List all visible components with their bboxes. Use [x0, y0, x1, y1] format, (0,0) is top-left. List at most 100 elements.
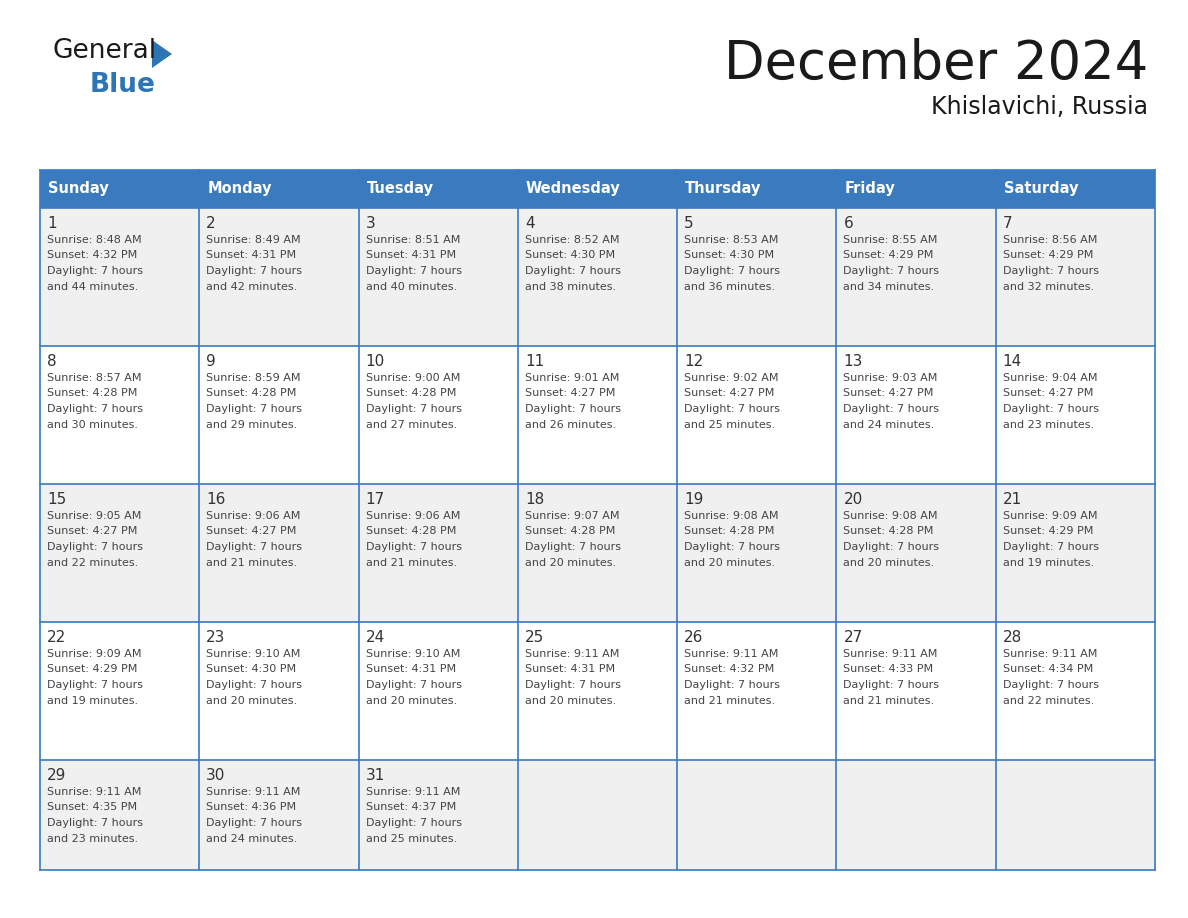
- Text: Blue: Blue: [90, 72, 156, 98]
- Text: Daylight: 7 hours: Daylight: 7 hours: [48, 818, 143, 828]
- Text: and 23 minutes.: and 23 minutes.: [1003, 420, 1094, 430]
- Text: Sunrise: 9:00 AM: Sunrise: 9:00 AM: [366, 373, 460, 383]
- Text: Sunrise: 9:06 AM: Sunrise: 9:06 AM: [366, 511, 460, 521]
- Bar: [996, 484, 1155, 622]
- Text: 15: 15: [48, 492, 67, 507]
- Text: Sunrise: 9:04 AM: Sunrise: 9:04 AM: [1003, 373, 1098, 383]
- Text: Daylight: 7 hours: Daylight: 7 hours: [48, 404, 143, 414]
- Text: Daylight: 7 hours: Daylight: 7 hours: [525, 542, 621, 552]
- Text: Sunset: 4:37 PM: Sunset: 4:37 PM: [366, 802, 456, 812]
- Bar: [518, 346, 677, 484]
- Text: Daylight: 7 hours: Daylight: 7 hours: [684, 542, 781, 552]
- Text: Sunset: 4:32 PM: Sunset: 4:32 PM: [48, 251, 138, 261]
- Text: Daylight: 7 hours: Daylight: 7 hours: [207, 680, 302, 690]
- Text: 10: 10: [366, 354, 385, 369]
- Text: and 20 minutes.: and 20 minutes.: [684, 557, 776, 567]
- Text: 1: 1: [48, 216, 57, 231]
- Text: Sunday: Sunday: [48, 182, 109, 196]
- Text: 16: 16: [207, 492, 226, 507]
- Text: Daylight: 7 hours: Daylight: 7 hours: [843, 404, 940, 414]
- Text: Sunrise: 9:10 AM: Sunrise: 9:10 AM: [207, 649, 301, 659]
- Text: December 2024: December 2024: [723, 38, 1148, 90]
- Text: Sunset: 4:35 PM: Sunset: 4:35 PM: [48, 802, 137, 812]
- Text: Daylight: 7 hours: Daylight: 7 hours: [525, 680, 621, 690]
- Bar: [836, 346, 996, 484]
- Text: and 36 minutes.: and 36 minutes.: [684, 282, 775, 292]
- Text: Daylight: 7 hours: Daylight: 7 hours: [843, 680, 940, 690]
- Text: 6: 6: [843, 216, 853, 231]
- Text: Daylight: 7 hours: Daylight: 7 hours: [48, 266, 143, 276]
- Text: Sunrise: 8:57 AM: Sunrise: 8:57 AM: [48, 373, 141, 383]
- Bar: [40, 484, 200, 622]
- Text: Sunrise: 9:08 AM: Sunrise: 9:08 AM: [843, 511, 939, 521]
- Bar: [40, 622, 200, 760]
- Text: Daylight: 7 hours: Daylight: 7 hours: [1003, 680, 1099, 690]
- Bar: [836, 760, 996, 870]
- Text: Daylight: 7 hours: Daylight: 7 hours: [843, 266, 940, 276]
- Text: Daylight: 7 hours: Daylight: 7 hours: [684, 680, 781, 690]
- Bar: [200, 346, 359, 484]
- Bar: [40, 170, 200, 208]
- Text: Sunrise: 8:55 AM: Sunrise: 8:55 AM: [843, 235, 937, 245]
- Text: 11: 11: [525, 354, 544, 369]
- Text: Sunrise: 9:08 AM: Sunrise: 9:08 AM: [684, 511, 778, 521]
- Text: and 34 minutes.: and 34 minutes.: [843, 282, 935, 292]
- Text: Tuesday: Tuesday: [367, 182, 434, 196]
- Text: Sunrise: 8:48 AM: Sunrise: 8:48 AM: [48, 235, 141, 245]
- Text: 29: 29: [48, 768, 67, 783]
- Text: Sunrise: 8:53 AM: Sunrise: 8:53 AM: [684, 235, 778, 245]
- Text: Daylight: 7 hours: Daylight: 7 hours: [525, 266, 621, 276]
- Bar: [836, 622, 996, 760]
- Text: Sunset: 4:27 PM: Sunset: 4:27 PM: [1003, 388, 1093, 398]
- Text: Sunset: 4:34 PM: Sunset: 4:34 PM: [1003, 665, 1093, 675]
- Text: 23: 23: [207, 630, 226, 645]
- Bar: [200, 170, 359, 208]
- Text: Sunset: 4:31 PM: Sunset: 4:31 PM: [525, 665, 615, 675]
- Bar: [677, 170, 836, 208]
- Text: Sunset: 4:29 PM: Sunset: 4:29 PM: [1003, 527, 1093, 536]
- Text: Sunrise: 8:52 AM: Sunrise: 8:52 AM: [525, 235, 619, 245]
- Text: Sunrise: 9:11 AM: Sunrise: 9:11 AM: [1003, 649, 1097, 659]
- Text: 22: 22: [48, 630, 67, 645]
- Text: Daylight: 7 hours: Daylight: 7 hours: [366, 404, 462, 414]
- Text: 13: 13: [843, 354, 862, 369]
- Text: Sunset: 4:28 PM: Sunset: 4:28 PM: [207, 388, 297, 398]
- Text: Daylight: 7 hours: Daylight: 7 hours: [1003, 266, 1099, 276]
- Bar: [996, 346, 1155, 484]
- Text: Saturday: Saturday: [1004, 182, 1079, 196]
- Text: 21: 21: [1003, 492, 1022, 507]
- Text: Sunrise: 9:11 AM: Sunrise: 9:11 AM: [525, 649, 619, 659]
- Text: 20: 20: [843, 492, 862, 507]
- Text: and 30 minutes.: and 30 minutes.: [48, 420, 138, 430]
- Text: Daylight: 7 hours: Daylight: 7 hours: [525, 404, 621, 414]
- Text: 31: 31: [366, 768, 385, 783]
- Text: 14: 14: [1003, 354, 1022, 369]
- Bar: [40, 346, 200, 484]
- Text: General: General: [52, 38, 156, 64]
- Text: Daylight: 7 hours: Daylight: 7 hours: [684, 266, 781, 276]
- Text: and 21 minutes.: and 21 minutes.: [684, 696, 776, 706]
- Text: 2: 2: [207, 216, 216, 231]
- Text: Sunset: 4:36 PM: Sunset: 4:36 PM: [207, 802, 297, 812]
- Text: 18: 18: [525, 492, 544, 507]
- Text: Sunset: 4:33 PM: Sunset: 4:33 PM: [843, 665, 934, 675]
- Bar: [359, 760, 518, 870]
- Text: Sunrise: 9:11 AM: Sunrise: 9:11 AM: [207, 787, 301, 797]
- Bar: [677, 760, 836, 870]
- Text: Sunset: 4:29 PM: Sunset: 4:29 PM: [1003, 251, 1093, 261]
- Text: 7: 7: [1003, 216, 1012, 231]
- Text: Sunrise: 9:09 AM: Sunrise: 9:09 AM: [1003, 511, 1098, 521]
- Text: Sunrise: 9:11 AM: Sunrise: 9:11 AM: [684, 649, 778, 659]
- Bar: [359, 622, 518, 760]
- Text: and 25 minutes.: and 25 minutes.: [684, 420, 776, 430]
- Text: Sunset: 4:30 PM: Sunset: 4:30 PM: [207, 665, 297, 675]
- Text: Daylight: 7 hours: Daylight: 7 hours: [207, 266, 302, 276]
- Text: Monday: Monday: [207, 182, 272, 196]
- Text: Daylight: 7 hours: Daylight: 7 hours: [366, 818, 462, 828]
- Text: 24: 24: [366, 630, 385, 645]
- Text: and 25 minutes.: and 25 minutes.: [366, 834, 456, 844]
- Text: Daylight: 7 hours: Daylight: 7 hours: [207, 404, 302, 414]
- Text: Sunset: 4:27 PM: Sunset: 4:27 PM: [48, 527, 138, 536]
- Text: Sunset: 4:28 PM: Sunset: 4:28 PM: [366, 527, 456, 536]
- Text: and 21 minutes.: and 21 minutes.: [207, 557, 297, 567]
